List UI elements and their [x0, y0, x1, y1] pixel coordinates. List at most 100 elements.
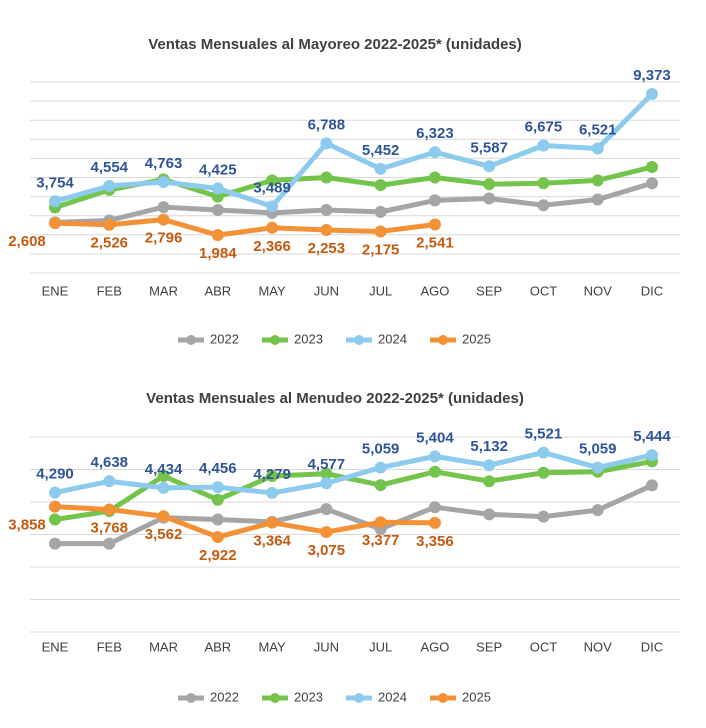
point — [428, 171, 441, 184]
data-label: 5,521 — [525, 426, 563, 443]
x-tick-label: OCT — [530, 283, 558, 298]
point — [591, 142, 604, 155]
point — [537, 446, 550, 459]
x-tick-label: DIC — [641, 639, 663, 654]
x-tick-label: ABR — [204, 283, 231, 298]
x-tick-label: DIC — [641, 283, 663, 298]
legend-label: 2022 — [210, 689, 239, 704]
point — [537, 199, 550, 212]
x-tick-label: MAY — [258, 639, 286, 654]
series — [49, 87, 658, 213]
legend-marker — [186, 693, 196, 703]
data-label: 6,788 — [308, 116, 346, 133]
point — [591, 504, 604, 517]
point — [211, 182, 224, 195]
data-label: 6,323 — [416, 125, 454, 142]
point — [49, 513, 61, 526]
legend-marker — [270, 335, 280, 345]
x-tick-label: FEB — [97, 639, 122, 654]
point — [320, 526, 333, 539]
data-label: 2,922 — [199, 547, 237, 564]
series-line — [54, 92, 654, 209]
legend-label: 2022 — [210, 331, 239, 346]
data-label: 5,059 — [579, 441, 617, 458]
point — [483, 459, 496, 472]
point — [374, 225, 387, 238]
point — [646, 87, 658, 100]
series — [49, 500, 441, 544]
series-line — [54, 217, 436, 238]
point — [157, 481, 170, 494]
data-label: 4,434 — [145, 461, 183, 478]
x-tick-label: ENE — [42, 639, 69, 654]
series-line — [54, 180, 653, 225]
chart-title: Ventas Mensuales al Menudeo 2022-2025* (… — [146, 390, 524, 407]
data-label: 1,984 — [199, 245, 237, 262]
point — [374, 516, 387, 529]
data-label: 3,356 — [416, 533, 454, 550]
x-tick-label: SEP — [476, 283, 502, 298]
data-label: 9,373 — [633, 67, 671, 84]
point — [49, 486, 61, 499]
legend-label: 2024 — [378, 689, 407, 704]
legend-label: 2023 — [294, 689, 323, 704]
data-label: 4,638 — [90, 454, 128, 471]
data-label: 2,541 — [416, 234, 454, 251]
data-label: 3,754 — [36, 174, 74, 191]
point — [646, 160, 658, 173]
point — [103, 503, 116, 516]
point — [266, 200, 279, 213]
point — [428, 194, 441, 207]
data-label: 3,489 — [253, 179, 291, 196]
point — [103, 180, 116, 193]
chart-title: Ventas Mensuales al Mayoreo 2022-2025* (… — [148, 36, 522, 53]
x-tick-label: JUN — [314, 639, 339, 654]
x-tick-label: JUL — [369, 639, 392, 654]
point — [211, 493, 224, 506]
series — [49, 213, 441, 242]
data-label: 5,587 — [470, 139, 508, 156]
point — [320, 137, 333, 150]
x-tick-label: ENE — [42, 283, 69, 298]
point — [483, 178, 496, 191]
point — [266, 174, 279, 187]
data-label: 4,554 — [90, 159, 128, 176]
data-label: 5,452 — [362, 142, 400, 159]
legend-label: 2023 — [294, 331, 323, 346]
point — [374, 162, 387, 175]
x-tick-label: JUN — [314, 283, 339, 298]
data-label: 2,366 — [253, 238, 291, 255]
point — [320, 467, 333, 480]
point — [103, 537, 116, 550]
x-tick-label: NOV — [584, 283, 613, 298]
x-tick-label: MAR — [149, 639, 178, 654]
point — [157, 176, 170, 189]
point — [483, 160, 496, 173]
point — [320, 171, 333, 184]
point — [591, 461, 604, 474]
point — [646, 177, 658, 190]
point — [211, 203, 224, 216]
point — [591, 174, 604, 187]
point — [537, 466, 550, 479]
data-label: 3,562 — [145, 526, 183, 543]
data-label: 4,577 — [308, 456, 346, 473]
data-label: 3,858 — [8, 517, 46, 534]
point — [157, 213, 170, 226]
data-label: 6,521 — [579, 121, 617, 138]
point — [157, 201, 170, 214]
point — [428, 146, 441, 159]
legend-marker — [354, 335, 364, 345]
data-label: 3,377 — [362, 532, 400, 549]
point — [374, 479, 387, 492]
point — [428, 450, 441, 463]
point — [266, 221, 279, 234]
x-tick-label: AGO — [420, 639, 449, 654]
x-tick-label: MAY — [258, 283, 286, 298]
point — [374, 179, 387, 192]
point — [211, 229, 224, 242]
point — [591, 193, 604, 206]
point — [211, 481, 224, 494]
data-label: 3,364 — [253, 533, 291, 550]
series-line — [55, 483, 654, 547]
